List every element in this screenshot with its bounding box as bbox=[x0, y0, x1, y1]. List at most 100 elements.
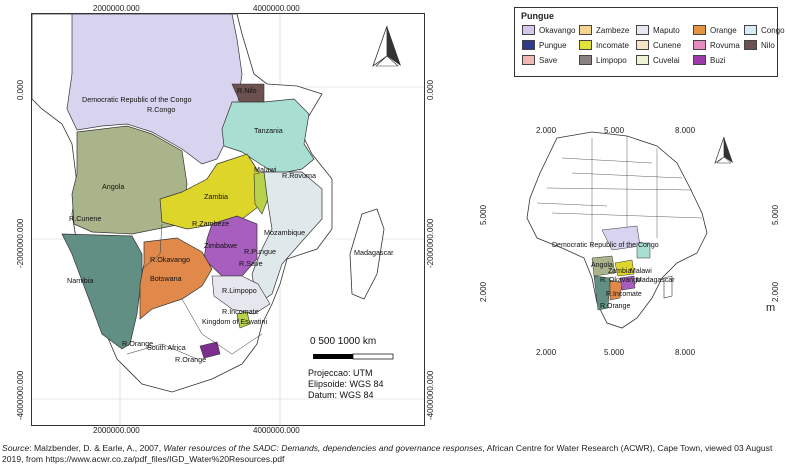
legend-label: Cunene bbox=[653, 40, 682, 50]
source-title: Water resources of the SADC: Demands, de… bbox=[163, 443, 483, 453]
legend-label: Cuvelai bbox=[653, 55, 680, 65]
inset-label-r-okavango: R. Okavango bbox=[600, 277, 641, 284]
label-r-orange-2: R.Orange bbox=[175, 355, 207, 364]
legend-label: Pungue bbox=[539, 40, 567, 50]
inset-right-tick-2: 2.000 bbox=[771, 281, 780, 302]
label-malawi: Malawi bbox=[254, 165, 277, 174]
basin-mozambique bbox=[251, 171, 323, 305]
label-drc: Democratic Republic of the Congo bbox=[82, 95, 192, 104]
inset-tanzania bbox=[636, 242, 651, 259]
island-madagascar bbox=[349, 208, 385, 300]
legend-item-incomate: Incomate bbox=[579, 40, 629, 50]
inset-namibia bbox=[593, 275, 611, 311]
label-zimbabwe: Zimbabwe bbox=[204, 241, 238, 250]
legend-swatch bbox=[693, 55, 706, 65]
label-r-incomate: R.Incomate bbox=[222, 307, 259, 316]
legend-label: Zambeze bbox=[596, 25, 630, 35]
legend-item-orange: Orange bbox=[693, 25, 737, 35]
inset-bottom-tick-3: 8.000 bbox=[675, 348, 696, 357]
right-tick-3: -4000000.000 bbox=[426, 370, 435, 420]
label-r-limpopo: R.Limpopo bbox=[222, 286, 257, 295]
label-r-rovuma: R.Rovuma bbox=[282, 171, 316, 180]
legend-item-cunene: Cunene bbox=[636, 40, 681, 50]
label-r-save: R.Save bbox=[239, 259, 263, 268]
basin-orange-small bbox=[199, 341, 221, 359]
legend-label: Nilo bbox=[761, 40, 775, 50]
scale-bar bbox=[313, 353, 394, 360]
inset-label-r-orange: R.Orange bbox=[600, 303, 631, 310]
label-botswana: Botswana bbox=[150, 274, 182, 283]
source-caption: Source: Malzbender, D. & Earle, A., 2007… bbox=[2, 443, 787, 465]
basin-eswatini bbox=[236, 311, 251, 329]
label-r-congo: R.Congo bbox=[147, 105, 176, 114]
legend-label: Buzi bbox=[710, 55, 726, 65]
label-eswatini: Kingdom of Eswatini bbox=[202, 317, 268, 326]
inset-zambia bbox=[614, 259, 635, 277]
inset-label-madagascar: Madagascar bbox=[636, 277, 675, 284]
inset-right-clip: m bbox=[766, 302, 776, 314]
legend-item-cuvelai: Cuvelai bbox=[636, 55, 680, 65]
label-r-okavango: R.Okavango bbox=[150, 255, 190, 264]
legend-title: Pungue bbox=[521, 11, 554, 21]
basin-angola bbox=[71, 125, 188, 235]
inset-left-tick-1: 5.000 bbox=[479, 204, 488, 225]
legend-item-maputo: Maputo bbox=[636, 25, 680, 35]
datum-text: Datum: WGS 84 bbox=[308, 390, 374, 400]
legend-item-nilo: Nilo bbox=[744, 40, 775, 50]
legend-swatch bbox=[636, 40, 649, 50]
label-madagascar: Madagascar bbox=[354, 248, 394, 257]
inset-label-zambia: Zambia bbox=[608, 268, 632, 275]
bottom-tick-2: 4000000.000 bbox=[253, 426, 300, 435]
source-prefix: Source bbox=[2, 443, 30, 453]
label-namibia: Namibia bbox=[67, 276, 94, 285]
legend-swatch bbox=[579, 55, 592, 65]
inset-label-r-incomate: R.Incomate bbox=[606, 291, 642, 298]
inset-right-tick-1: 5.000 bbox=[771, 204, 780, 225]
legend-swatch bbox=[522, 25, 535, 35]
legend-label: Orange bbox=[710, 25, 737, 35]
legend-label: Okavango bbox=[539, 25, 576, 35]
legend-item-rovuma: Rovuma bbox=[693, 40, 740, 50]
inset-borders bbox=[536, 136, 703, 248]
inset-label-angola: Angola bbox=[591, 262, 613, 269]
legend-swatch bbox=[636, 55, 649, 65]
label-r-pungue: R.Pungue bbox=[244, 247, 276, 256]
legend-label: Maputo bbox=[653, 25, 680, 35]
legend-item-pungue: Pungue bbox=[522, 40, 567, 50]
scale-label: 0 500 1000 km bbox=[310, 336, 377, 347]
label-r-nilo: R.Nilo bbox=[237, 86, 257, 95]
top-tick-2: 4000000.000 bbox=[253, 4, 300, 13]
label-tanzania: Tanzania bbox=[254, 126, 283, 135]
legend-item-save: Save bbox=[522, 55, 557, 65]
legend-label: Limpopo bbox=[596, 55, 627, 65]
label-angola: Angola bbox=[102, 182, 125, 191]
label-r-zambeze: R.Zambeze bbox=[192, 219, 230, 228]
inset-madagascar bbox=[663, 275, 673, 299]
legend-swatch bbox=[579, 40, 592, 50]
ellipsoid-text: Elipsoide: WGS 84 bbox=[308, 379, 384, 389]
basin-rovuma bbox=[221, 98, 315, 175]
main-map: Democratic Republic of the Congo R.Congo… bbox=[31, 13, 425, 426]
north-arrow bbox=[372, 25, 401, 68]
projection-text: Projeccao: UTM bbox=[308, 368, 373, 378]
inset-map: Democratic Republic of the Congo Angola … bbox=[452, 118, 786, 358]
inset-label-malawi: Malawi bbox=[630, 268, 652, 275]
legend: Pungue Okavango Zambeze Maputo Orange Congo P… bbox=[514, 7, 785, 77]
legend-label: Incomate bbox=[596, 40, 629, 50]
inset-bottom-tick-2: 5.000 bbox=[604, 348, 625, 357]
legend-item-congo: Congo bbox=[744, 25, 785, 35]
inset-top-tick-3: 8.000 bbox=[675, 126, 696, 135]
legend-label: Congo bbox=[761, 25, 785, 35]
label-mozambique: Mozambique bbox=[264, 228, 306, 237]
legend-item-limpopo: Limpopo bbox=[579, 55, 627, 65]
legend-item-okavango: Okavango bbox=[522, 25, 575, 35]
inset-map-canvas bbox=[526, 131, 733, 329]
legend-swatch bbox=[693, 25, 706, 35]
legend-swatch bbox=[744, 40, 757, 50]
legend-swatch bbox=[522, 55, 535, 65]
basin-limpopo bbox=[211, 275, 271, 315]
basin-congo bbox=[66, 14, 243, 165]
inset-botswana bbox=[609, 279, 623, 301]
label-zambia: Zambia bbox=[204, 192, 228, 201]
basin-namibia bbox=[61, 233, 143, 350]
